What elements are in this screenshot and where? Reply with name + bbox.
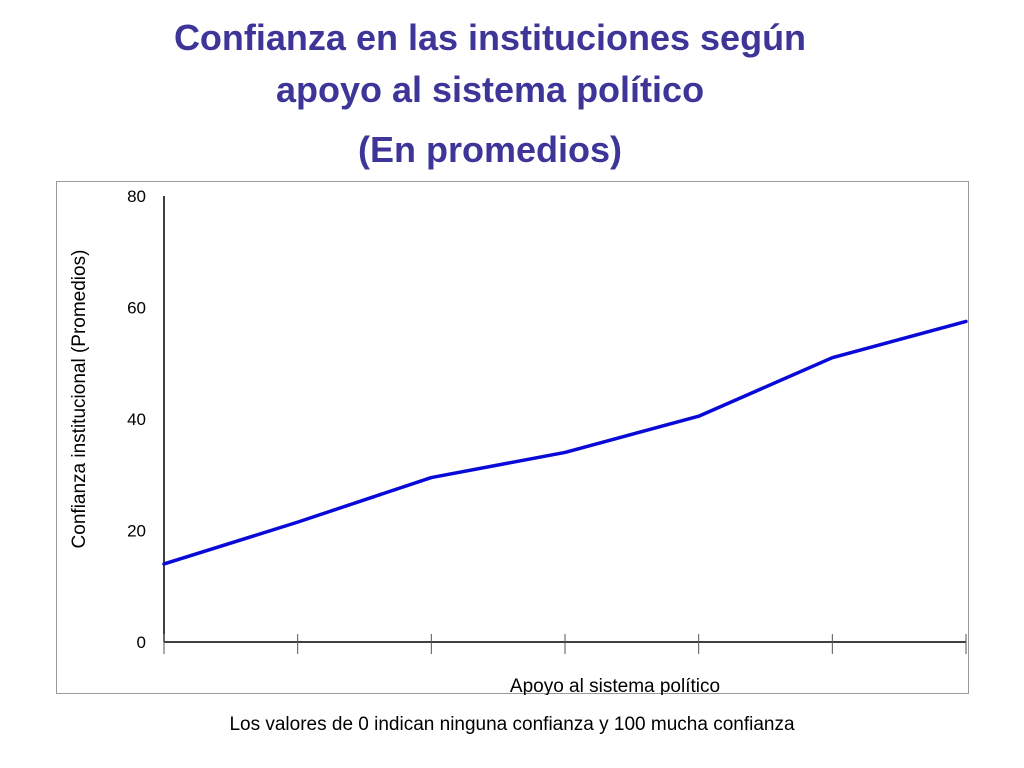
y-tick-label-0: 0 (137, 633, 146, 652)
y-tick-label-20: 20 (127, 522, 146, 541)
title-subtitle: (En promedios) (357, 129, 622, 170)
slide-title: Confianza en las instituciones según apo… (0, 12, 980, 176)
y-tick-label-80: 80 (127, 187, 146, 206)
series-line (162, 319, 968, 566)
chart-frame: 0 20 40 60 80 Apoyo al sistema político Confia… (56, 181, 969, 695)
title-line-2: apoyo al sistema político (275, 69, 705, 110)
x-axis-label: Apoyo al sistema político (510, 676, 720, 695)
y-tick-label-40: 40 (127, 410, 146, 429)
footnote: Los valores de 0 indican ninguna confian… (229, 714, 795, 735)
y-axis-label: Confianza institucional (Promedios) (69, 250, 90, 549)
line-chart: 0 20 40 60 80 Apoyo al sistema político Confia… (69, 187, 968, 695)
y-tick-label-60: 60 (127, 299, 146, 318)
title-line-1: Confianza en las instituciones según (173, 17, 807, 58)
